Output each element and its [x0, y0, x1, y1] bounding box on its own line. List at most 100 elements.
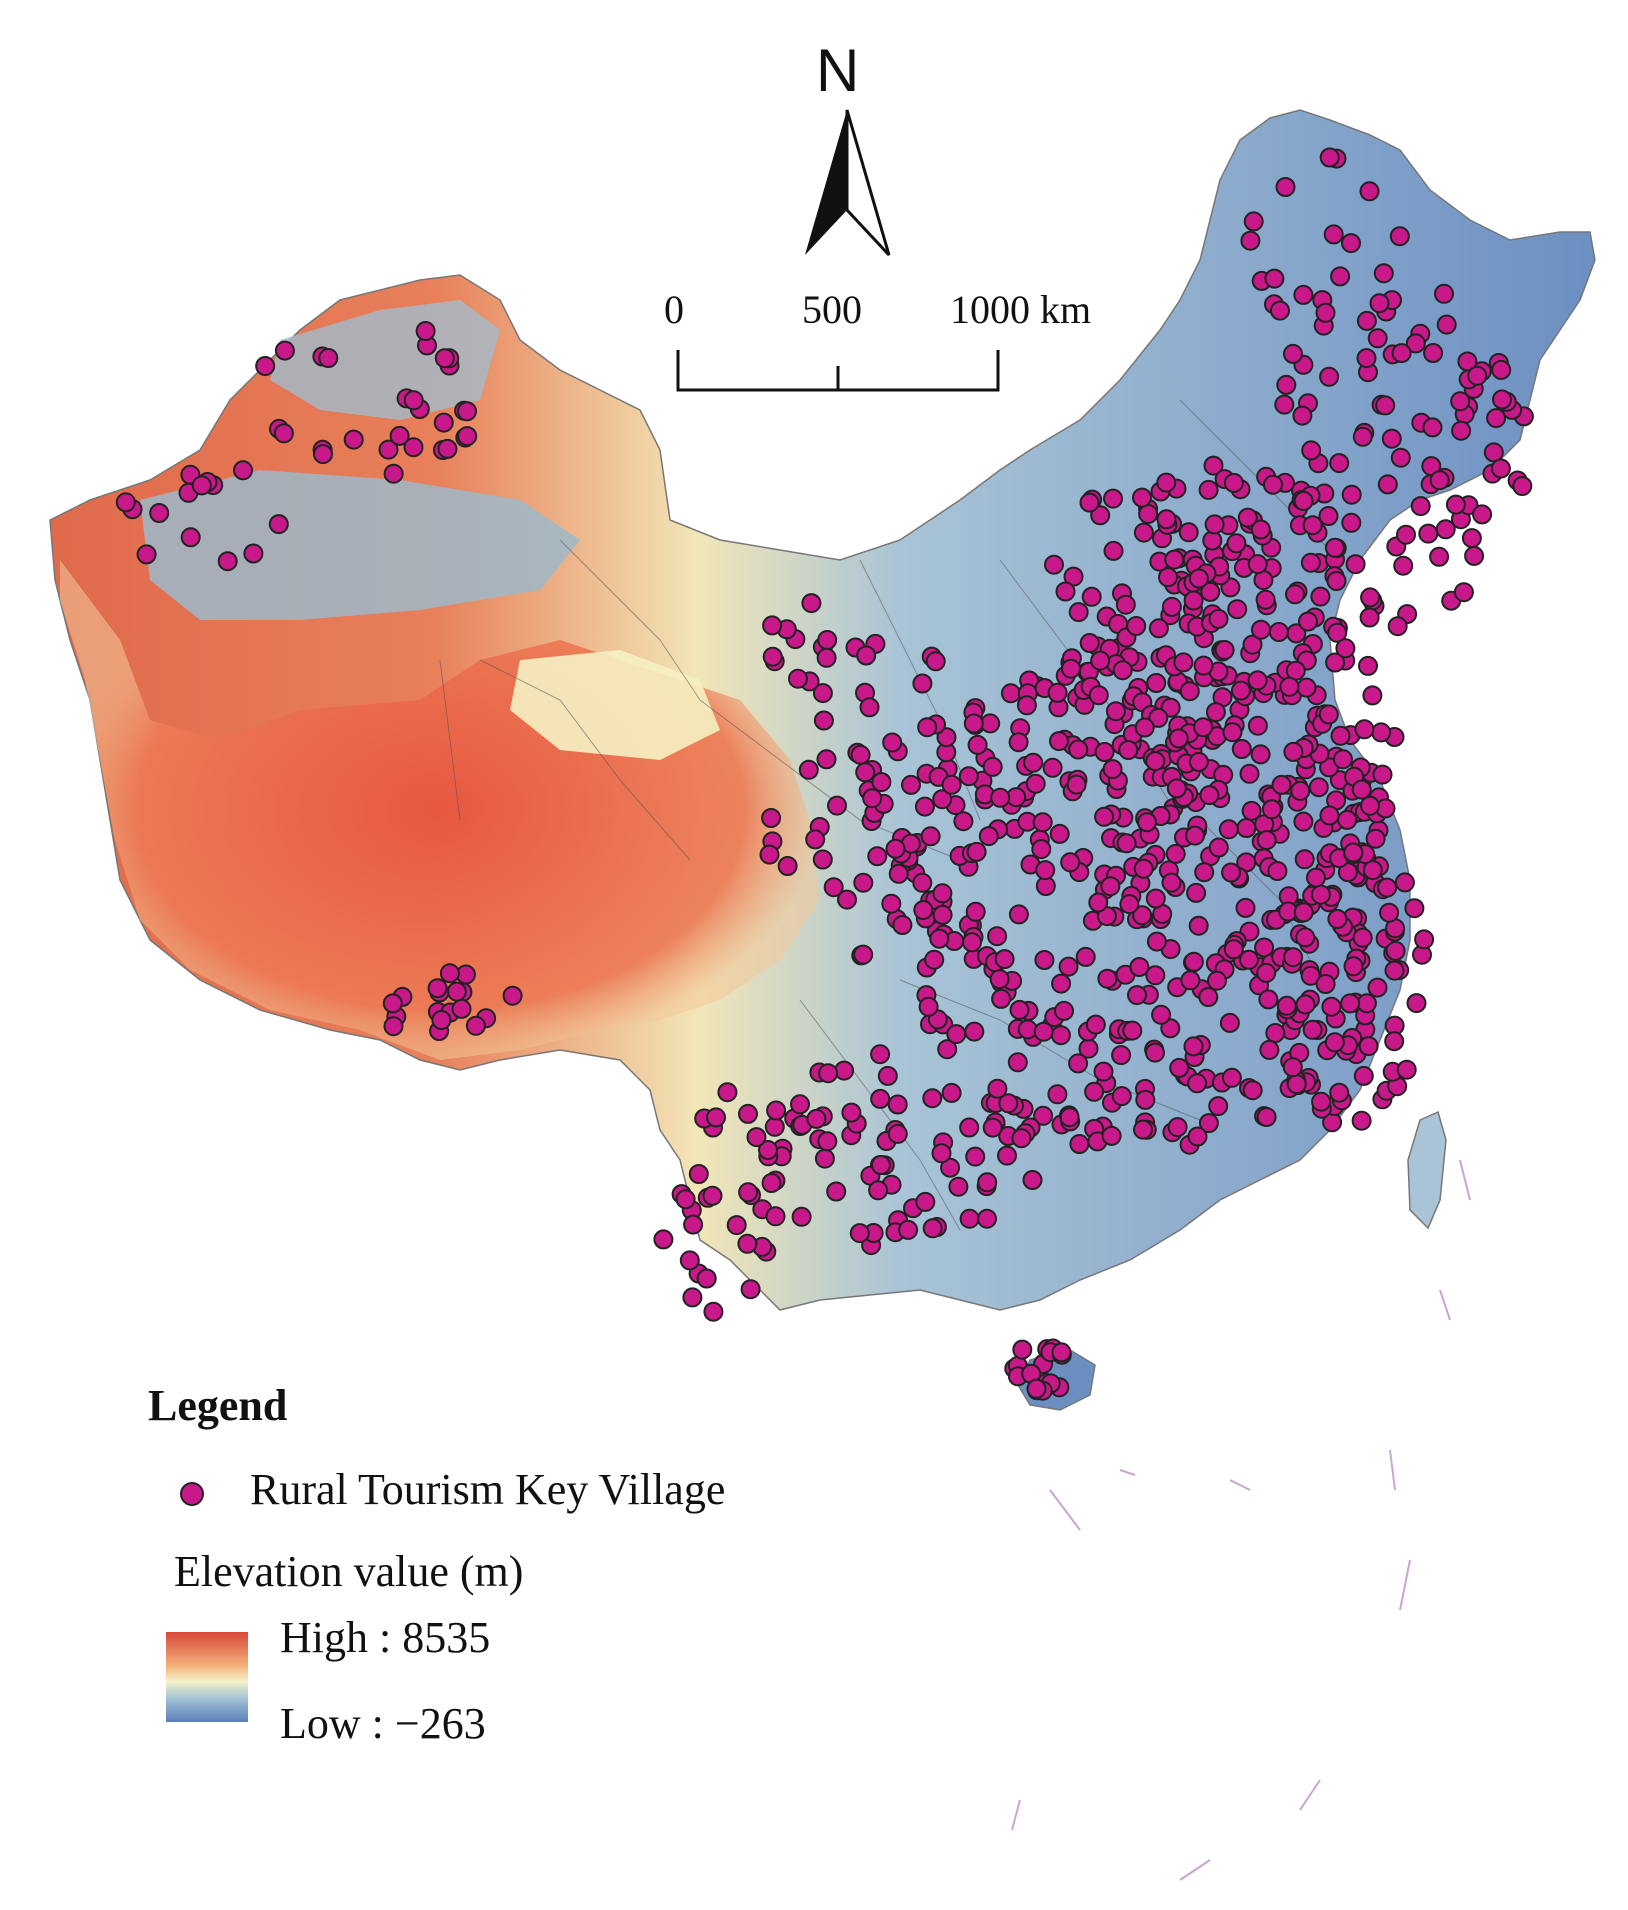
- village-point: [871, 1155, 891, 1175]
- village-point: [1047, 682, 1068, 703]
- north-label: N: [816, 37, 860, 104]
- village-point: [1283, 947, 1304, 968]
- village-point: [1221, 1067, 1242, 1088]
- village-point: [1394, 872, 1415, 893]
- village-point: [1165, 843, 1186, 864]
- village-point: [790, 1094, 810, 1115]
- village-point: [1436, 314, 1457, 335]
- village-point: [1405, 333, 1426, 354]
- village-point: [1161, 596, 1182, 617]
- village-point: [1161, 872, 1182, 893]
- village-point: [403, 437, 424, 458]
- village-point: [1341, 512, 1362, 533]
- village-point: [917, 717, 938, 738]
- village-point: [913, 900, 934, 920]
- village-point: [1457, 351, 1478, 372]
- village-point: [1261, 799, 1282, 820]
- village-point: [997, 1145, 1017, 1166]
- village-point: [1167, 1117, 1188, 1138]
- village-point: [255, 356, 276, 376]
- village-point: [696, 1268, 717, 1289]
- village-point: [1324, 537, 1345, 558]
- village-point: [1267, 861, 1288, 881]
- village-point: [1333, 749, 1353, 770]
- village-point: [1384, 960, 1405, 981]
- village-point: [1429, 470, 1450, 491]
- village-point: [233, 460, 253, 481]
- village-point: [994, 949, 1015, 970]
- village-point: [1203, 455, 1224, 476]
- scale-label-500: 500: [802, 287, 862, 332]
- village-point: [1367, 328, 1388, 349]
- village-point: [738, 1103, 758, 1124]
- village-point: [1445, 494, 1466, 515]
- village-point: [1187, 1073, 1208, 1094]
- village-point: [382, 993, 403, 1014]
- village-point: [1097, 968, 1118, 989]
- village-point: [1126, 616, 1147, 636]
- village-point: [1375, 395, 1396, 416]
- village-point: [870, 1088, 891, 1109]
- village-point: [1169, 1057, 1190, 1078]
- village-point: [1247, 715, 1268, 736]
- village-point: [1132, 487, 1152, 508]
- village-point: [762, 646, 783, 667]
- village-point: [924, 949, 945, 970]
- village-point: [1214, 640, 1235, 660]
- dzungaria: [270, 300, 500, 420]
- village-point: [1055, 581, 1076, 602]
- scale-label-1000: 1000 km: [950, 287, 1092, 332]
- village-point: [1208, 1096, 1229, 1117]
- village-point: [1116, 833, 1137, 854]
- village-point: [1239, 949, 1259, 970]
- elevation-title: Elevation value (m): [174, 1547, 524, 1596]
- village-point: [1295, 994, 1316, 1015]
- village-point: [1343, 956, 1364, 977]
- village-point: [806, 1108, 827, 1129]
- village-point: [1145, 751, 1166, 772]
- village-point: [1079, 492, 1100, 513]
- village-point: [1148, 707, 1169, 728]
- village-point: [746, 1127, 767, 1148]
- village-point: [1242, 1080, 1263, 1101]
- village-point: [1054, 1000, 1074, 1021]
- village-point: [1068, 602, 1089, 623]
- village-point: [1354, 719, 1375, 740]
- village-point: [959, 1208, 980, 1229]
- village-point: [982, 1117, 1003, 1138]
- village-point: [1271, 774, 1292, 795]
- village-point: [1379, 902, 1400, 923]
- village-point: [1274, 394, 1295, 415]
- tarim-basin: [140, 470, 580, 620]
- village-point: [653, 1229, 674, 1250]
- village-point: [1323, 224, 1344, 245]
- village-point: [1118, 740, 1139, 760]
- village-point: [962, 932, 982, 953]
- village-point: [1105, 701, 1126, 722]
- village-point: [457, 401, 477, 422]
- village-point: [427, 978, 448, 999]
- village-point: [1026, 1378, 1047, 1399]
- village-point: [683, 1214, 704, 1235]
- village-point: [1102, 759, 1123, 780]
- village-point: [1371, 722, 1392, 743]
- village-point: [1406, 993, 1427, 1014]
- village-point: [431, 1010, 452, 1030]
- village-point: [998, 1093, 1019, 1114]
- village-point: [868, 1180, 889, 1201]
- village-point: [1101, 1125, 1122, 1146]
- village-point: [403, 390, 424, 411]
- village-point: [1362, 860, 1383, 881]
- village-point: [1254, 937, 1275, 958]
- village-point: [115, 492, 136, 513]
- elevation-low-label: Low : −263: [280, 1699, 486, 1748]
- village-point: [987, 1078, 1008, 1099]
- village-point: [912, 673, 933, 694]
- village-point: [1329, 453, 1350, 474]
- village-point: [1198, 479, 1219, 500]
- village-point: [1356, 348, 1377, 369]
- village-point: [1315, 302, 1336, 323]
- village-point: [1359, 181, 1380, 202]
- village-point: [1250, 519, 1271, 540]
- village-point: [1134, 717, 1155, 738]
